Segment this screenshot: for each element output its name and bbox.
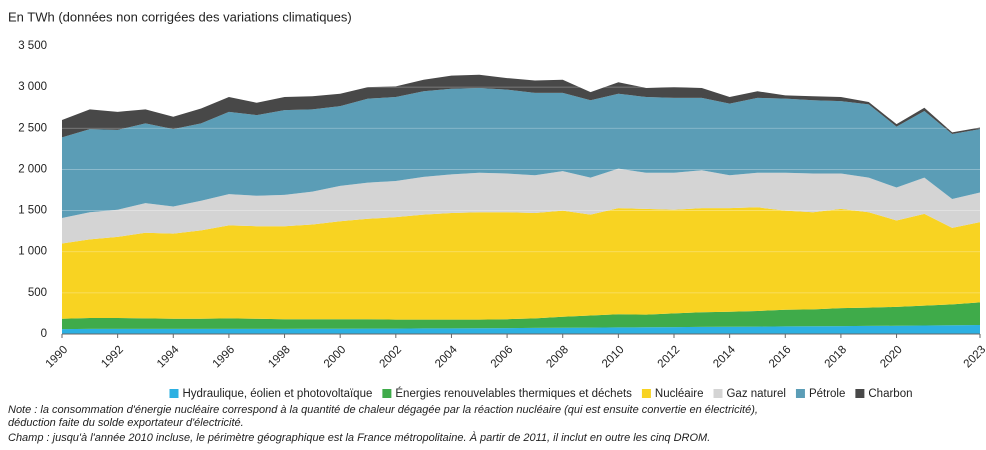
legend-label: Gaz naturel — [726, 388, 785, 400]
x-tick-label: 2012 — [656, 344, 683, 371]
note: Champ : jusqu'à l'année 2010 incluse, le… — [8, 431, 710, 444]
x-tick-label: 2020 — [878, 344, 905, 371]
legend-swatch — [855, 389, 865, 398]
legend-swatch — [382, 389, 392, 398]
note: Note : la consommation d'énergie nucléai… — [8, 404, 758, 416]
area — [62, 87, 980, 218]
legend-label: Pétrole — [809, 388, 845, 400]
area — [62, 207, 980, 320]
x-tick-label: 2002 — [378, 344, 405, 371]
area — [62, 302, 980, 330]
legend-label: Charbon — [868, 388, 912, 400]
x-tick-label: 2014 — [711, 343, 738, 370]
area — [62, 74, 980, 138]
y-tick-label: 2 000 — [18, 163, 47, 175]
x-tick-label: 2004 — [433, 343, 460, 370]
legend-label: Nucléaire — [655, 388, 704, 400]
x-tick-label: 1996 — [211, 344, 238, 371]
y-tick-label: 3 000 — [18, 81, 47, 93]
y-tick-label: 2 500 — [18, 122, 47, 134]
x-tick-label: 2016 — [767, 344, 794, 371]
x-tick-label: 1994 — [155, 343, 182, 370]
legend-label: Énergies renouvelables thermiques et déc… — [395, 387, 632, 400]
x-tick-label: 2023 — [962, 344, 986, 371]
chart-title: En TWh (données non corrigées des variat… — [8, 9, 352, 24]
legend-swatch — [713, 389, 723, 398]
y-tick-label: 3 500 — [18, 40, 47, 52]
x-tick-label: 2010 — [600, 344, 627, 371]
y-tick-label: 500 — [28, 287, 47, 299]
y-tick-label: 1 500 — [18, 205, 47, 217]
area — [62, 168, 980, 244]
note: déduction faite du solde exportateur d'é… — [8, 417, 244, 429]
x-tick-label: 2018 — [823, 344, 850, 371]
x-tick-label: 1998 — [266, 344, 293, 371]
y-tick-label: 1 000 — [18, 246, 47, 258]
legend-label: Hydraulique, éolien et photovoltaïque — [182, 388, 372, 400]
x-tick-label: 2000 — [322, 344, 349, 371]
area — [62, 324, 980, 334]
x-tick-label: 1990 — [44, 344, 71, 371]
legend-swatch — [795, 389, 805, 398]
x-tick-label: 1992 — [99, 344, 126, 371]
y-tick-label: 0 — [41, 328, 47, 340]
legend-swatch — [641, 389, 651, 398]
x-tick-label: 2008 — [544, 344, 571, 371]
legend-swatch — [169, 389, 179, 398]
x-tick-label: 2006 — [489, 344, 516, 371]
